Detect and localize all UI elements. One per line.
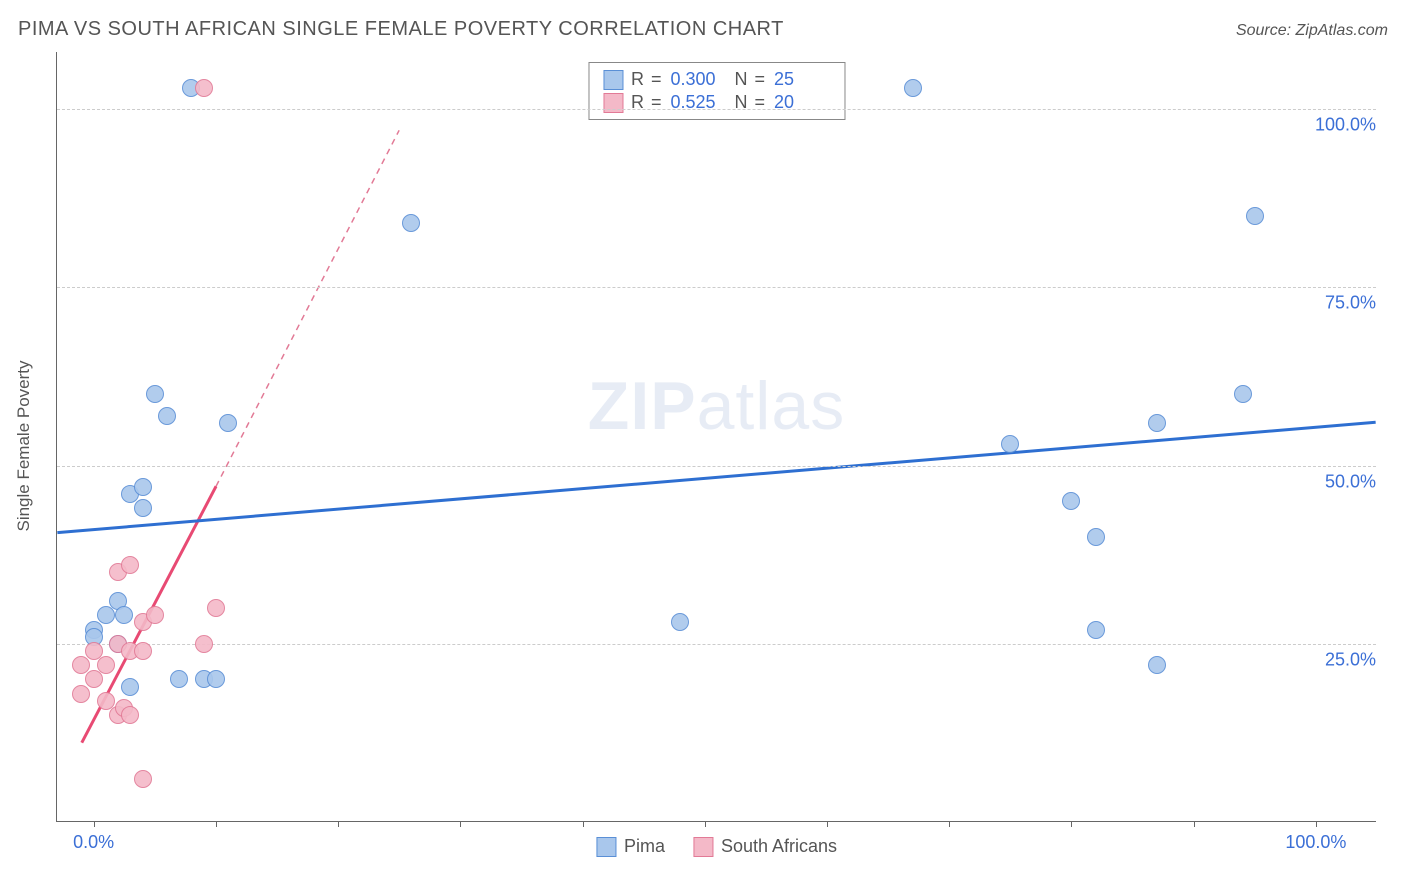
data-point-pima: [134, 478, 152, 496]
data-point-pima: [121, 678, 139, 696]
data-point-pima: [1234, 385, 1252, 403]
data-point-pima: [1062, 492, 1080, 510]
x-tick-mark: [827, 821, 828, 827]
y-tick-label: 75.0%: [1321, 293, 1380, 314]
data-point-pima: [402, 214, 420, 232]
y-tick-label: 100.0%: [1311, 115, 1380, 136]
x-tick-label: 0.0%: [73, 832, 114, 853]
stat-n-value: 25: [774, 69, 830, 90]
data-point-south_africans: [195, 79, 213, 97]
legend-swatch: [603, 70, 623, 90]
legend-swatch: [693, 837, 713, 857]
grid-line: [57, 466, 1376, 467]
x-tick-label: 100.0%: [1285, 832, 1346, 853]
x-tick-mark: [1194, 821, 1195, 827]
data-point-south_africans: [207, 599, 225, 617]
y-axis-label: Single Female Poverty: [14, 360, 34, 531]
data-point-south_africans: [134, 770, 152, 788]
x-tick-mark: [1316, 821, 1317, 827]
stat-n-label: N =: [735, 69, 767, 90]
data-point-south_africans: [146, 606, 164, 624]
data-point-south_africans: [97, 656, 115, 674]
data-point-pima: [219, 414, 237, 432]
stat-r-value: 0.300: [671, 69, 727, 90]
data-point-pima: [1246, 207, 1264, 225]
legend-swatch: [596, 837, 616, 857]
data-point-south_africans: [195, 635, 213, 653]
x-tick-mark: [460, 821, 461, 827]
data-point-south_africans: [134, 642, 152, 660]
data-point-pima: [158, 407, 176, 425]
watermark-rest: atlas: [697, 368, 846, 444]
data-point-pima: [146, 385, 164, 403]
legend-item: Pima: [596, 836, 665, 857]
data-point-pima: [1087, 528, 1105, 546]
watermark: ZIPatlas: [588, 367, 845, 445]
data-point-pima: [1148, 414, 1166, 432]
plot-area: ZIPatlas R =0.300N =25R =0.525N =20 Pima…: [56, 52, 1376, 822]
correlation-stat-box: R =0.300N =25R =0.525N =20: [588, 62, 845, 120]
x-tick-mark: [338, 821, 339, 827]
data-point-pima: [207, 670, 225, 688]
x-tick-mark: [216, 821, 217, 827]
stat-row: R = 0.300 N = 25: [603, 69, 830, 90]
x-tick-mark: [94, 821, 95, 827]
grid-line: [57, 644, 1376, 645]
grid-line: [57, 287, 1376, 288]
y-tick-label: 50.0%: [1321, 471, 1380, 492]
data-point-south_africans: [72, 685, 90, 703]
trend-lines: [57, 52, 1376, 821]
source-label: Source: ZipAtlas.com: [1236, 22, 1388, 40]
x-tick-mark: [583, 821, 584, 827]
data-point-pima: [115, 606, 133, 624]
data-point-pima: [1148, 656, 1166, 674]
stat-r-label: R =: [631, 69, 663, 90]
legend-label: Pima: [624, 836, 665, 857]
legend-item: South Africans: [693, 836, 837, 857]
data-point-pima: [904, 79, 922, 97]
grid-line: [57, 109, 1376, 110]
data-point-south_africans: [121, 706, 139, 724]
x-tick-mark: [705, 821, 706, 827]
data-point-south_africans: [85, 670, 103, 688]
data-point-south_africans: [121, 556, 139, 574]
legend-label: South Africans: [721, 836, 837, 857]
data-point-pima: [1087, 621, 1105, 639]
chart-title: PIMA VS SOUTH AFRICAN SINGLE FEMALE POVE…: [18, 18, 784, 41]
data-point-pima: [1001, 435, 1019, 453]
series-legend: Pima South Africans: [596, 836, 837, 857]
title-row: PIMA VS SOUTH AFRICAN SINGLE FEMALE POVE…: [18, 18, 1388, 41]
data-point-pima: [170, 670, 188, 688]
data-point-pima: [97, 606, 115, 624]
watermark-bold: ZIP: [588, 368, 697, 444]
x-tick-mark: [949, 821, 950, 827]
x-tick-mark: [1071, 821, 1072, 827]
data-point-pima: [134, 499, 152, 517]
data-point-pima: [671, 613, 689, 631]
y-tick-label: 25.0%: [1321, 649, 1380, 670]
